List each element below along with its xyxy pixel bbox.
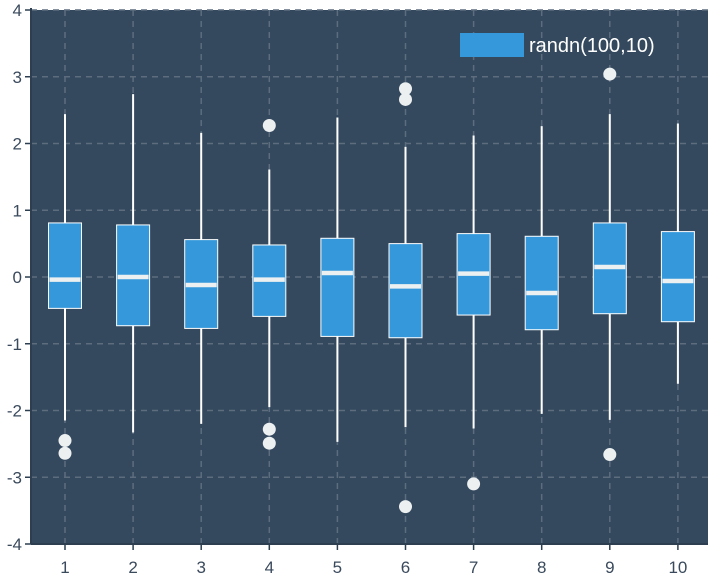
box-iqr [48,222,82,309]
x-tick-label: 1 [60,558,69,577]
box-10 [660,123,695,384]
y-tick-label: -2 [7,402,22,421]
box-4 [252,118,287,450]
boxes-group [48,67,695,514]
outlier-point [262,422,276,436]
box-iqr [320,237,355,337]
outlier-point [58,434,72,448]
outlier-point [467,477,481,491]
box-iqr [388,243,423,339]
x-tick-label: 2 [128,558,137,577]
y-tick-label: -3 [7,468,22,487]
x-tick-label: 4 [265,558,274,577]
x-tick-label: 8 [537,558,546,577]
outlier-point [262,436,276,450]
axes [30,8,708,545]
outlier-point [399,500,412,514]
box-iqr [524,235,559,331]
y-tick-label: -4 [7,535,22,554]
legend: randn(100,10) [460,33,655,57]
x-axis-ticks: 1 2 3 4 5 6 7 8 9 10 [60,544,687,577]
legend-swatch [460,33,524,57]
box-1 [48,114,82,460]
box-9 [592,67,627,462]
outlier-point [603,448,617,462]
outlier-point [262,118,276,132]
y-tick-label: -1 [7,335,22,354]
legend-label: randn(100,10) [529,35,655,57]
box-8 [524,126,559,414]
outlier-point [603,67,617,81]
y-tick-label: 4 [13,1,22,20]
outlier-point [58,446,72,460]
x-tick-label: 10 [668,558,687,577]
x-tick-label: 7 [469,558,478,577]
y-tick-label: 3 [13,68,22,87]
outlier-point [399,82,412,96]
box-6 [388,82,423,514]
x-tick-label: 9 [605,558,614,577]
x-tick-label: 5 [333,558,342,577]
box-3 [184,132,219,424]
box-2 [116,94,151,433]
y-tick-label: 1 [13,201,22,220]
x-tick-label: 6 [401,558,410,577]
y-tick-label: 2 [13,135,22,154]
outlier-point [399,92,412,106]
y-axis-ticks: -4 -3 -2 -1 0 1 2 3 4 [7,1,31,554]
box-7 [456,135,491,491]
box-5 [320,117,355,442]
box-iqr [660,231,695,323]
x-tick-label: 3 [196,558,205,577]
y-tick-label: 0 [13,268,22,287]
